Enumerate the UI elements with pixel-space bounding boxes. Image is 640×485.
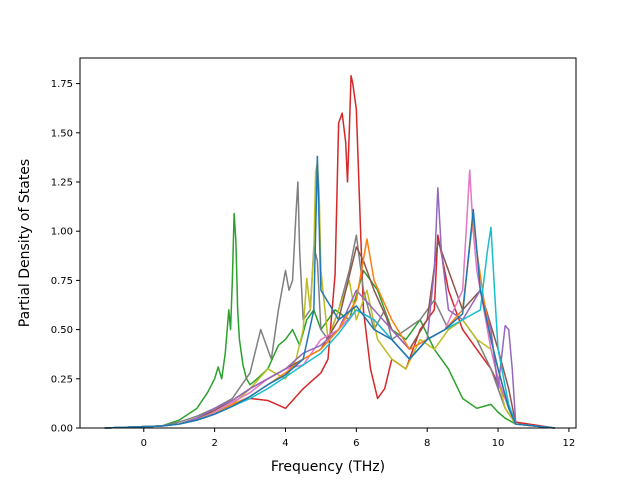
x-tick-label: 12 [563, 438, 576, 449]
x-ticks: 0 2 4 6 8 10 12 [141, 428, 576, 449]
y-tick-label: 0.00 [51, 424, 73, 435]
series-line-9 [104, 155, 555, 429]
x-tick-label: 2 [211, 438, 217, 449]
y-tick-label: 0.50 [51, 325, 73, 336]
y-tick-label: 0.25 [51, 374, 73, 385]
y-axis-label: Partial Density of States [17, 159, 33, 327]
x-tick-label: 4 [282, 438, 288, 449]
y-tick-label: 1.75 [51, 79, 73, 90]
x-tick-label: 10 [492, 438, 505, 449]
x-tick-label: 0 [141, 438, 147, 449]
series-line-2 [104, 181, 555, 429]
series-line-1 [104, 74, 555, 429]
x-axis-label: Frequency (THz) [271, 459, 385, 475]
x-tick-label: 6 [353, 438, 359, 449]
y-tick-label: 1.25 [51, 177, 73, 188]
series-line-0 [104, 212, 555, 429]
y-tick-label: 1.00 [51, 227, 73, 238]
series-line-4 [104, 240, 555, 429]
plot-frame [79, 57, 577, 429]
series-line-6 [104, 187, 555, 429]
x-tick-label: 8 [424, 438, 430, 449]
y-tick-label: 0.75 [51, 276, 73, 287]
y-tick-label: 1.50 [51, 128, 73, 139]
series-layer [104, 74, 555, 429]
y-ticks: 0.00 0.25 0.50 0.75 1.00 1.25 1.50 1.75 [51, 79, 80, 435]
